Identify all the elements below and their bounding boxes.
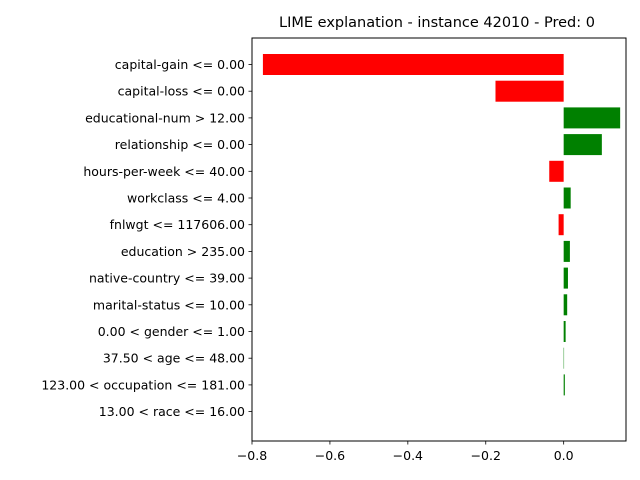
y-tick-label-0: capital-gain <= 0.00	[115, 57, 245, 72]
chart-title: LIME explanation - instance 42010 - Pred…	[279, 15, 595, 31]
x-tick-label-4: 0.0	[554, 448, 574, 463]
y-tick-label-12: 123.00 < occupation <= 181.00	[41, 377, 245, 392]
x-tick-label-1: −0.6	[315, 448, 345, 463]
bar-5	[563, 187, 571, 209]
y-tick-label-3: relationship <= 0.00	[115, 137, 245, 152]
bar-8	[563, 267, 568, 289]
bar-0	[262, 54, 564, 75]
x-tick-label-3: −0.2	[471, 448, 501, 463]
x-axis-ticks: −0.8 −0.6 −0.4 −0.2 0.0	[237, 441, 574, 463]
bar-2	[563, 107, 621, 129]
y-axis-labels: capital-gain <= 0.00 capital-loss <= 0.00…	[41, 57, 252, 419]
bar-7	[563, 240, 570, 262]
y-tick-label-13: 13.00 < race <= 16.00	[99, 404, 245, 419]
y-tick-label-8: native-country <= 39.00	[89, 271, 245, 286]
y-tick-label-11: 37.50 < age <= 48.00	[103, 351, 245, 366]
bar-3	[563, 134, 602, 156]
y-tick-label-9: marital-status <= 10.00	[93, 297, 245, 312]
bar-6	[558, 214, 564, 236]
y-tick-label-6: fnlwgt <= 117606.00	[110, 217, 245, 232]
bar-1	[495, 80, 564, 102]
bars-layer	[262, 54, 621, 396]
x-tick-label-2: −0.4	[393, 448, 423, 463]
bar-10	[563, 321, 566, 342]
bar-4	[549, 160, 564, 182]
y-tick-label-5: workclass <= 4.00	[127, 191, 245, 206]
y-tick-label-4: hours-per-week <= 40.00	[83, 164, 245, 179]
y-tick-label-7: education > 235.00	[121, 244, 245, 259]
y-tick-label-10: 0.00 < gender <= 1.00	[98, 324, 245, 339]
y-tick-label-1: capital-loss <= 0.00	[118, 84, 245, 99]
y-tick-label-2: educational-num > 12.00	[85, 110, 245, 125]
bar-9	[563, 294, 568, 316]
x-tick-label-0: −0.8	[237, 448, 267, 463]
plot-frame	[251, 37, 627, 442]
bar-12	[563, 374, 565, 396]
